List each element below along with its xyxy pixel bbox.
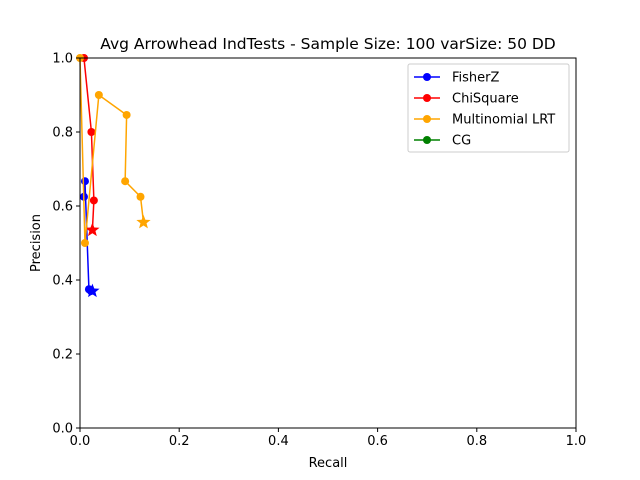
y-tick-label: 0.0 <box>52 422 73 437</box>
series-line-multinomial-lrt <box>79 57 145 244</box>
legend-entry-multinomial-lrt: Multinomial LRT <box>414 113 555 128</box>
legend-entry-chisquare: ChiSquare <box>414 92 519 107</box>
data-point-fisherz <box>80 177 89 186</box>
x-axis-ticks: 0.0 0.2 0.4 0.6 0.8 1.0 <box>70 428 587 449</box>
legend-label: FisherZ <box>452 71 499 86</box>
final-point-star-fisherz <box>85 283 100 298</box>
y-tick-label: 0.8 <box>52 126 73 141</box>
x-axis-label: Recall <box>309 456 348 471</box>
plot-frame <box>79 57 577 429</box>
legend-label: CG <box>452 134 471 149</box>
legend-label: ChiSquare <box>452 92 519 107</box>
final-point-star-chisquare <box>85 222 100 237</box>
legend-marker <box>423 115 431 123</box>
x-tick-label: 0.6 <box>367 434 388 449</box>
y-tick-label: 0.2 <box>52 348 73 363</box>
x-tick-label: 0.8 <box>466 434 487 449</box>
x-tick-label: 1.0 <box>566 434 587 449</box>
x-tick-label: 0.2 <box>169 434 190 449</box>
legend-entry-cg: CG <box>414 134 471 149</box>
data-point-multinomial-lrt <box>80 239 89 247</box>
y-axis-label: Precision <box>29 214 44 272</box>
data-point-chisquare <box>89 196 98 205</box>
series-multinomial-lrt <box>76 54 151 247</box>
legend-marker <box>423 94 431 102</box>
legend-frame <box>407 63 570 153</box>
x-tick-label: 0.4 <box>268 434 289 449</box>
legend-marker <box>423 136 431 144</box>
chart-title: Avg Arrowhead IndTests - Sample Size: 10… <box>100 35 556 53</box>
data-point-multinomial-lrt <box>94 91 103 99</box>
data-point-multinomial-lrt <box>121 177 130 186</box>
plot-area <box>76 54 151 298</box>
data-point-multinomial-lrt <box>136 192 145 201</box>
y-tick-label: 0.4 <box>52 274 73 289</box>
y-axis-ticks: 0.0 0.2 0.4 0.6 0.8 1.0 <box>52 52 80 437</box>
legend-label: Multinomial LRT <box>452 113 555 128</box>
legend: FisherZ ChiSquare Multinomial LRT CG <box>407 63 570 153</box>
y-tick-label: 1.0 <box>52 52 73 67</box>
legend-entry-fisherz: FisherZ <box>414 71 499 86</box>
final-point-star-multinomial-lrt <box>136 214 151 229</box>
y-tick-label: 0.6 <box>52 200 73 215</box>
legend-marker <box>423 73 431 81</box>
data-point-chisquare <box>87 128 96 136</box>
data-point-multinomial-lrt <box>122 110 131 119</box>
x-tick-label: 0.0 <box>70 434 91 449</box>
